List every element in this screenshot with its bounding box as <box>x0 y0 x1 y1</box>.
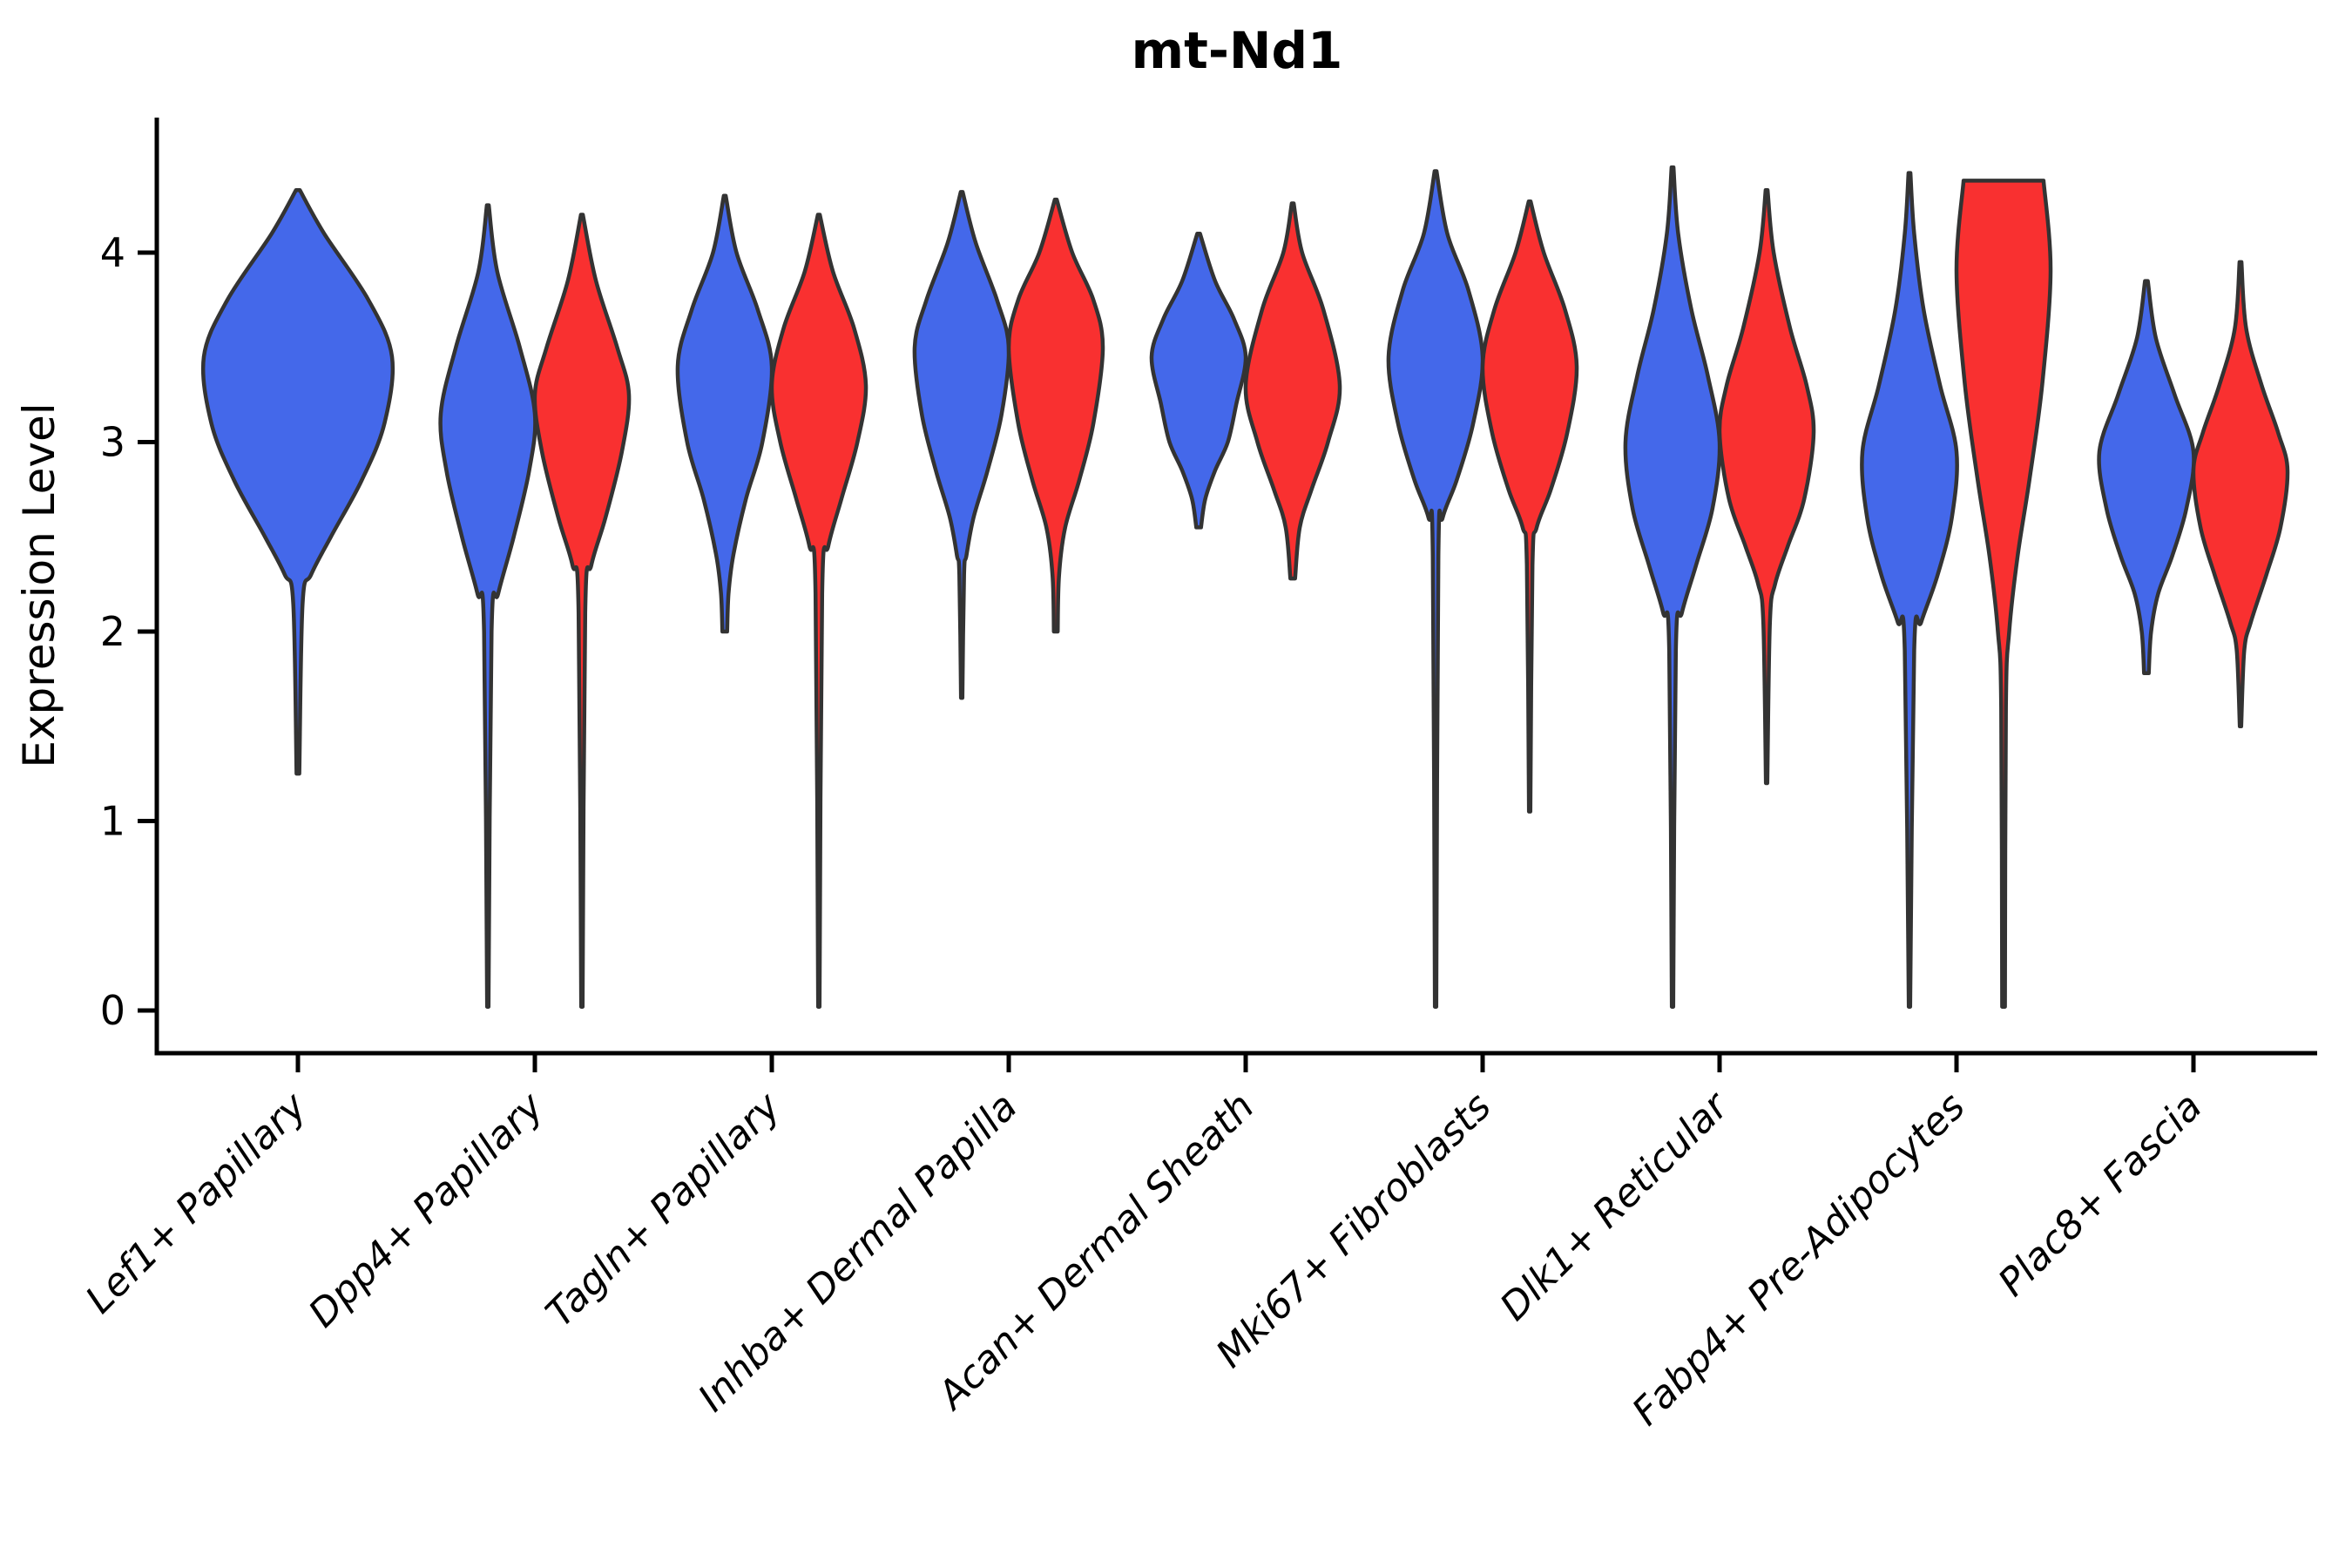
violin-inhba-red <box>1006 197 1105 634</box>
violin-acan-red <box>1243 201 1342 581</box>
x-tick-label-0: Lef1+ Papillary <box>78 1084 316 1322</box>
violin-fabp4-red <box>1954 179 2053 1009</box>
y-axis-label: Expression Level <box>14 402 64 767</box>
y-tick-label-2: 2 <box>100 608 125 655</box>
violin-tagln-blue <box>675 193 774 634</box>
violin-lef1-blue <box>200 187 395 776</box>
chart-title: mt-Nd1 <box>1132 21 1343 80</box>
violin-fabp4-blue <box>1860 171 1959 1009</box>
x-tick-label-8: Plac8+ Fascia <box>1990 1085 2210 1305</box>
y-tick-label-1: 1 <box>100 798 125 845</box>
violin-dpp4-red <box>532 213 632 1009</box>
violin-mki67-blue <box>1386 169 1485 1009</box>
violin-dlk1-red <box>1717 187 1816 786</box>
x-tick-label-1: Dpp4+ Papillary <box>301 1084 553 1336</box>
violin-acan-blue <box>1149 232 1248 530</box>
violin-mki67-red <box>1480 199 1579 814</box>
y-tick-label-0: 0 <box>100 987 125 1034</box>
x-tick-label-6: Dlk1+ Reticular <box>1491 1083 1738 1329</box>
x-tick-label-5: Mki67+ Fibroblasts <box>1207 1085 1499 1376</box>
x-tick-label-2: Tagln+ Papillary <box>537 1084 789 1335</box>
violins-layer <box>200 165 2290 1009</box>
y-tick-label-4: 4 <box>100 229 125 276</box>
violin-plac8-blue <box>2097 279 2196 676</box>
violin-dpp4-blue <box>438 203 537 1009</box>
y-tick-label-3: 3 <box>100 419 125 466</box>
violin-tagln-red <box>769 213 868 1009</box>
violin-plac8-red <box>2191 260 2290 729</box>
axes-layer <box>138 118 2317 1072</box>
violin-inhba-blue <box>912 190 1011 700</box>
violin-dlk1-blue <box>1623 165 1722 1009</box>
